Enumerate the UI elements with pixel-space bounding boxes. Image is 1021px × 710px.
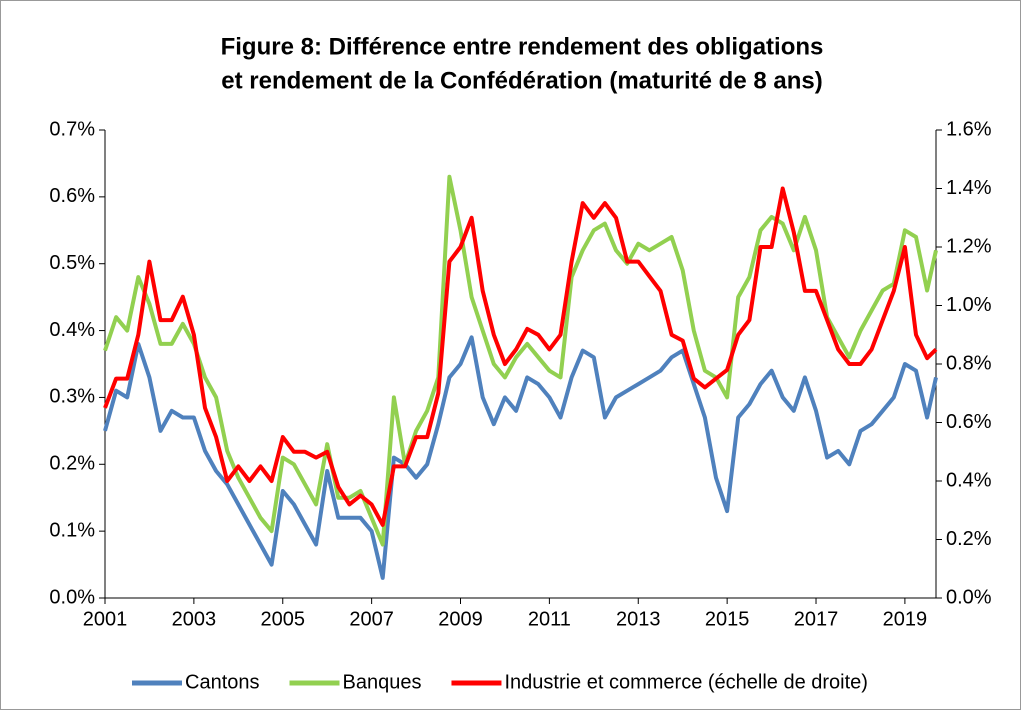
y-tick-label: 0.3% xyxy=(49,386,95,408)
y-tick-label: 0.0% xyxy=(49,586,95,608)
y2-tick-label: 0.8% xyxy=(946,352,992,374)
series-line xyxy=(103,186,938,527)
y-tick-label: 0.5% xyxy=(49,252,95,274)
y-tick-label: 0.2% xyxy=(49,453,95,475)
series-line xyxy=(103,335,938,580)
x-tick-label: 2019 xyxy=(883,608,928,630)
x-tick-label: 2003 xyxy=(172,608,217,630)
chart-title: Figure 8: Différence entre rendement des… xyxy=(221,33,824,60)
x-tick-label: 2011 xyxy=(528,608,571,630)
y2-tick-label: 1.2% xyxy=(946,235,992,257)
x-tick-label: 2017 xyxy=(794,608,839,630)
y2-tick-label: 0.6% xyxy=(946,411,992,433)
x-tick-label: 2009 xyxy=(438,608,483,630)
x-tick-label: 2013 xyxy=(616,608,661,630)
chart-subtitle: et rendement de la Confédération (maturi… xyxy=(221,67,822,94)
y-tick-label: 0.1% xyxy=(49,519,95,541)
y2-tick-label: 1.0% xyxy=(946,294,992,316)
legend-label: Industrie et commerce (échelle de droite… xyxy=(504,671,868,693)
y2-tick-label: 1.6% xyxy=(946,118,992,140)
x-tick-label: 2015 xyxy=(705,608,750,630)
y-tick-label: 0.6% xyxy=(49,185,95,207)
legend-label: Cantons xyxy=(185,671,260,693)
y2-tick-label: 1.4% xyxy=(946,177,992,199)
y2-tick-label: 0.0% xyxy=(946,586,992,608)
y-tick-label: 0.7% xyxy=(49,118,95,140)
y2-tick-label: 0.4% xyxy=(946,469,992,491)
y-tick-label: 0.4% xyxy=(49,319,95,341)
y2-tick-label: 0.2% xyxy=(946,528,992,550)
legend-label: Banques xyxy=(343,671,422,693)
x-tick-label: 2005 xyxy=(261,608,306,630)
x-tick-label: 2007 xyxy=(349,608,394,630)
series-line xyxy=(103,174,938,547)
x-tick-label: 2001 xyxy=(83,608,128,630)
